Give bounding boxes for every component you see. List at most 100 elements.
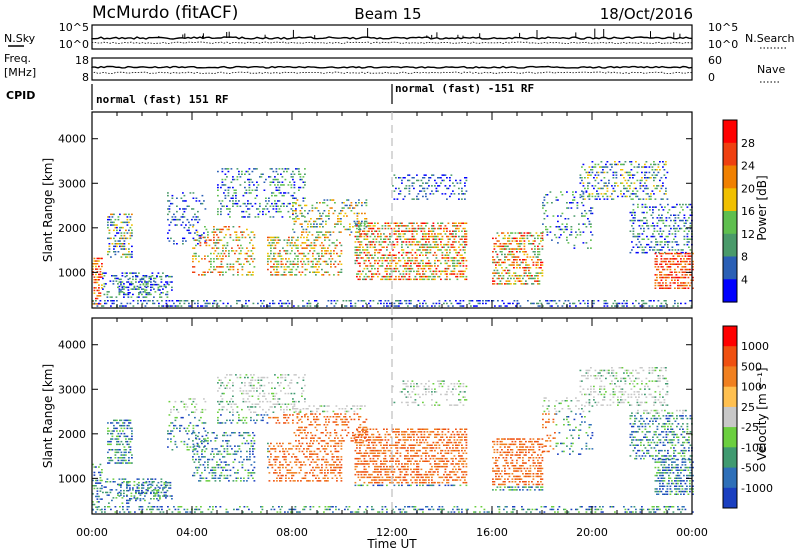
scatter-cell-2189 [437, 265, 439, 267]
scatter-cell-650 [223, 244, 226, 247]
scatter-cell-149 [163, 483, 166, 486]
scatter-cell-3631 [668, 287, 670, 289]
scatter-cell-2925 [566, 239, 568, 241]
scatter-cell-1165 [289, 252, 292, 255]
scatter-cell-384 [150, 286, 152, 289]
scatter-cell-988 [283, 202, 285, 205]
scatter-cell-355 [135, 281, 137, 283]
scatter-cell-2195 [437, 233, 439, 235]
scatter-cell-1211 [300, 236, 302, 239]
scatter-cell-639 [220, 228, 223, 231]
scatter-cell-2990 [590, 231, 592, 233]
scatter-cell-1067 [270, 274, 272, 276]
scatter-cell-298 [126, 232, 129, 234]
scatter-cell-541 [198, 456, 200, 458]
scatter-cell-88 [114, 275, 116, 277]
scatter-cell-3205 [641, 166, 643, 168]
scatter-cell-2832 [537, 277, 539, 280]
scatter-cell-3080 [603, 185, 606, 187]
scatter-cell-1295 [321, 252, 323, 255]
scatter-cell-2695 [516, 277, 518, 280]
scatter-cell-1168 [291, 274, 293, 276]
scatter-cell-201 [116, 443, 118, 446]
scatter-cell-3669 [674, 252, 676, 255]
scatter-cell-2173 [434, 241, 436, 243]
scatter-cell-3343 [641, 206, 644, 208]
scatter-cell-1105 [276, 271, 278, 273]
scatter-cell-2824 [535, 272, 538, 274]
scatter-cell-2340 [458, 251, 460, 254]
scatter-cell-4137 [645, 302, 648, 305]
scatter-cell-518 [193, 474, 196, 477]
scatter-cell-2234 [444, 270, 447, 273]
scatter-cell-189 [163, 285, 166, 288]
scatter-cell-52 [99, 295, 102, 297]
scatter-cell-966 [277, 173, 279, 175]
scatter-cell-2006 [414, 275, 417, 278]
scatter-cell-493 [200, 440, 202, 443]
scatter-cell-149 [142, 291, 145, 293]
scatter-cell-1513 [349, 234, 351, 236]
scatter-cell-160 [107, 432, 109, 435]
scatter-cell-2654 [508, 237, 511, 240]
scatter-cell-861 [247, 202, 249, 205]
scatter-cell-746 [250, 239, 253, 241]
scatter-cell-1266 [315, 274, 317, 276]
scatter-cell-3204 [641, 171, 643, 174]
scatter-cell-60 [109, 491, 112, 494]
scatter-cell-1767 [381, 257, 384, 259]
scatter-cell-1599 [357, 222, 360, 224]
scatter-cell-3703 [681, 282, 684, 284]
scatter-cell-3893 [278, 302, 280, 305]
scatter-cell-2061 [422, 275, 424, 278]
scatter-cell-35 [96, 268, 99, 270]
scatter-cell-2964 [579, 196, 582, 199]
scatter-cell-2366 [461, 238, 463, 240]
scatter-cell-134 [154, 478, 157, 480]
scatter-cell-668 [228, 228, 230, 231]
scatter-cell-21 [96, 498, 99, 500]
scatter-cell-2911 [558, 228, 561, 231]
scatter-cell-2259 [447, 267, 450, 270]
scatter-cell-555 [201, 234, 203, 236]
scatter-cell-207 [108, 248, 111, 250]
scatter-cell-46 [101, 479, 103, 482]
scatter-cell-1345 [336, 244, 338, 247]
scatter-cell-33 [96, 276, 99, 278]
scatter-cell-2068 [422, 254, 424, 256]
scatter-cell-806 [229, 200, 231, 202]
scatter-cell-3034 [590, 169, 592, 171]
scatter-cell-3300 [632, 235, 635, 238]
scatter-cell-642 [223, 466, 226, 469]
scatter-cell-1774 [383, 257, 385, 259]
scatter-cell-420 [173, 424, 175, 427]
scatter-cell-2043 [419, 254, 421, 256]
scatter-cell-845 [242, 210, 245, 213]
scatter-cell-633 [220, 445, 223, 447]
scatter-cell-481 [194, 406, 196, 408]
scatter-cell-2161 [432, 227, 435, 230]
scatter-cell-234 [120, 432, 123, 435]
scatter-cell-4077 [555, 302, 558, 305]
scatter-cell-181 [111, 438, 114, 440]
scatter-cell-1965 [408, 243, 411, 246]
scatter-cell-3416 [659, 241, 662, 243]
scatter-cell-3115 [614, 185, 616, 187]
scatter-cell-3279 [663, 169, 666, 171]
scatter-cell-1934 [405, 270, 408, 273]
scatter-cell-122 [130, 288, 133, 290]
scatter-cell-1754 [380, 278, 382, 281]
scatter-cell-3856 [209, 302, 211, 305]
scatter-cell-2912 [558, 226, 561, 228]
scatter-cell-3920 [317, 302, 319, 305]
scatter-cell-462 [182, 240, 184, 242]
scatter-cell-1927 [404, 259, 406, 262]
scatter-cell-194 [114, 449, 117, 451]
scatter-cell-1210 [300, 244, 302, 247]
scatter-cell-1019 [292, 170, 294, 173]
scatter-cell-2365 [461, 243, 463, 246]
scatter-cell-1254 [312, 260, 314, 263]
scatter-cell-2952 [573, 196, 576, 199]
scatter-cell-1778 [383, 238, 385, 240]
scatter-cell-2573 [496, 232, 499, 234]
